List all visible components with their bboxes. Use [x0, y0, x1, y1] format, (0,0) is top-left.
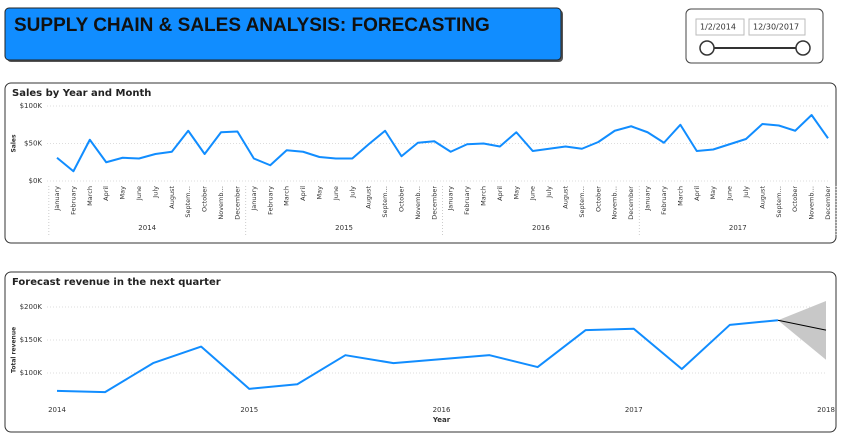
slicer-end-box[interactable] [748, 18, 806, 36]
x-tick-label: July [348, 186, 356, 199]
x-tick-label: October [201, 186, 209, 212]
y-tick-label: $0K [29, 177, 43, 185]
y-tick-label: $200K [20, 303, 43, 311]
x-tick-label: May [119, 186, 127, 200]
y-tick-label: $100K [20, 102, 43, 110]
header-box [4, 7, 562, 61]
slicer-handle-end[interactable] [795, 40, 811, 56]
x-tick-label: January [447, 186, 455, 212]
x-tick-label: October [594, 186, 602, 212]
x-tick-label: Septem… [578, 186, 586, 218]
x-tick-label: Septem… [184, 186, 192, 218]
x-tick-label: March [676, 186, 684, 206]
x-tick-label: January [250, 186, 258, 212]
slicer-start: 1/2/2014 [700, 23, 736, 32]
x-tick-label: 2016 [433, 406, 451, 414]
x-tick-label: February [266, 186, 274, 215]
x-group-label: 2014 [138, 224, 156, 232]
panel-sales [4, 82, 837, 244]
x-tick-label: May [315, 186, 323, 200]
x-tick-label: August [758, 186, 766, 209]
x-tick-label: July [545, 186, 553, 199]
y-axis-label: Sales [11, 134, 18, 152]
dashboard-title: SUPPLY CHAIN & SALES ANALYSIS: FORECASTI… [14, 15, 490, 36]
x-tick-label: 2018 [817, 406, 835, 414]
x-tick-label: May [512, 186, 520, 200]
slicer-end: 12/30/2017 [753, 23, 799, 32]
x-tick-label: 2014 [48, 406, 66, 414]
x-tick-label: January [53, 186, 61, 212]
x-tick-label: April [102, 186, 110, 201]
x-tick-label: January [644, 186, 652, 212]
x-tick-label: June [529, 186, 537, 201]
panel-forecast [4, 271, 837, 433]
slicer-start-box[interactable] [695, 18, 745, 36]
x-tick-label: October [791, 186, 799, 212]
x-tick-label: Novemb… [611, 186, 619, 220]
revenue-line [56, 319, 779, 394]
x-tick-label: July [151, 186, 159, 199]
chart-title: Forecast revenue in the next quarter [12, 277, 221, 288]
x-tick-label: April [693, 186, 701, 201]
x-group-label: 2015 [335, 224, 353, 232]
x-group-label: 2016 [532, 224, 550, 232]
x-tick-label: Novemb… [414, 186, 422, 220]
x-tick-label: February [69, 186, 77, 215]
y-axis-label: Total revenue [11, 327, 18, 373]
x-tick-label: March [86, 186, 94, 206]
x-tick-label: December [430, 186, 438, 220]
x-tick-label: May [709, 186, 717, 200]
x-tick-label: August [168, 186, 176, 209]
x-tick-label: February [463, 186, 471, 215]
x-tick-label: October [397, 186, 405, 212]
x-tick-label: Septem… [775, 186, 783, 218]
x-tick-label: April [496, 186, 504, 201]
x-tick-label: Novemb… [217, 186, 225, 220]
forecast-line [777, 319, 827, 331]
x-tick-label: July [742, 186, 750, 199]
x-tick-label: 2015 [240, 406, 258, 414]
x-tick-label: August [562, 186, 570, 209]
x-tick-label: February [660, 186, 668, 215]
x-tick-label: June [135, 186, 143, 201]
y-tick-label: $150K [20, 336, 43, 344]
sales-line [56, 114, 829, 173]
x-tick-label: 2017 [625, 406, 643, 414]
x-tick-label: December [824, 186, 832, 220]
x-tick-label: December [627, 186, 635, 220]
y-tick-label: $50K [24, 140, 42, 148]
chart-title: Sales by Year and Month [12, 88, 151, 99]
x-tick-label: June [332, 186, 340, 201]
confidence-band [777, 301, 826, 360]
x-tick-label: June [726, 186, 734, 201]
x-tick-label: Septem… [381, 186, 389, 218]
slicer-handle-start[interactable] [699, 40, 715, 56]
x-axis-label: Year [432, 416, 451, 424]
y-tick-label: $100K [20, 369, 43, 377]
x-tick-label: March [283, 186, 291, 206]
x-tick-label: Novemb… [808, 186, 816, 220]
x-tick-label: March [480, 186, 488, 206]
x-tick-label: August [365, 186, 373, 209]
x-group-label: 2017 [729, 224, 747, 232]
x-tick-label: April [299, 186, 307, 201]
x-tick-label: December [233, 186, 241, 220]
